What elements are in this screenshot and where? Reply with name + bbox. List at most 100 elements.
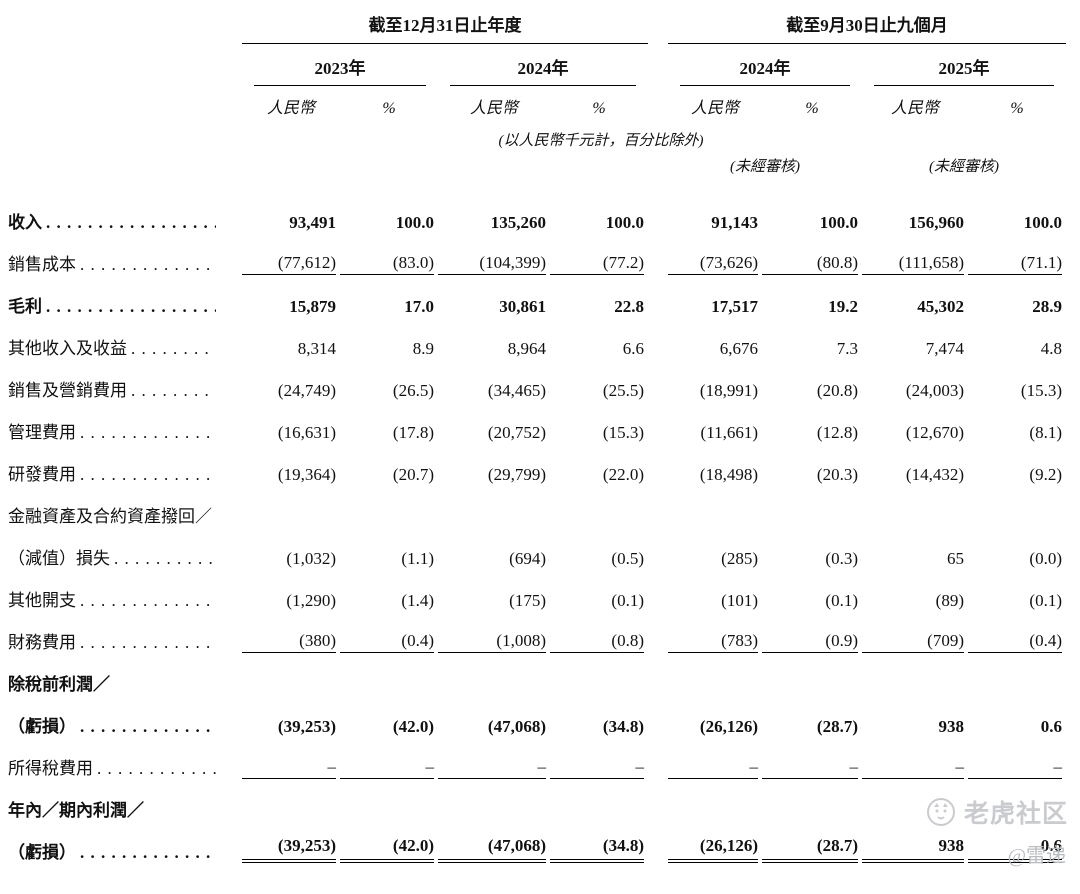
row-label-text: 所得稅費用 bbox=[8, 759, 93, 778]
cell-value bbox=[438, 494, 550, 536]
cell-value: (0.1) bbox=[825, 591, 858, 610]
column-gap bbox=[648, 284, 668, 326]
period-annual-label: 截至12月31日止年度 bbox=[242, 11, 648, 44]
table-row: 財務費用(380)(0.4)(1,008)(0.8)(783)(0.9)(709… bbox=[6, 620, 1066, 662]
table-row: （減值）損失 (1,032) (1.1) (694) (0.5) (285) (0.3) 65… bbox=[6, 536, 1066, 578]
table-row: 研發費用 (19,364) (20.7) (29,799) (22.0) (18,498)… bbox=[6, 452, 1066, 494]
percent-column-header: % bbox=[382, 100, 396, 117]
table-row: 除稅前利潤／ bbox=[6, 662, 1066, 704]
year-2024-label: 2024年 bbox=[450, 54, 636, 86]
cell-value: (0.4) bbox=[340, 620, 438, 662]
table-row: （虧損） (39,253) (42.0) (47,068) (34.8) (26,126)… bbox=[6, 704, 1066, 746]
cell-value bbox=[668, 788, 762, 830]
cell-value: (694) bbox=[509, 549, 546, 568]
column-gap bbox=[648, 704, 668, 746]
row-label: 研發費用 bbox=[6, 452, 242, 494]
cell-value: (0.1) bbox=[611, 591, 644, 610]
period-header-row: 截至12月31日止年度 截至9月30日止九個月 bbox=[6, 8, 1066, 44]
currency-column-header: 人民幣 bbox=[469, 100, 518, 117]
column-gap bbox=[648, 830, 668, 872]
column-gap bbox=[648, 788, 668, 830]
currency-column-header: 人民幣 bbox=[266, 100, 315, 117]
cell-value bbox=[968, 662, 1066, 704]
cell-value: – bbox=[762, 746, 862, 788]
cell-value: (39,253) bbox=[277, 717, 336, 736]
cell-value: (77,612) bbox=[242, 242, 340, 284]
cell-value: (29,799) bbox=[487, 465, 546, 484]
year-2025-label: 2025年 bbox=[874, 54, 1054, 86]
row-label-text: （虧損） bbox=[8, 843, 76, 862]
cell-value bbox=[762, 494, 862, 536]
row-label: 年內／期內利潤／ bbox=[6, 788, 242, 830]
percent-column-header: % bbox=[805, 100, 819, 117]
cell-value: (18,498) bbox=[699, 465, 758, 484]
row-label: 銷售成本 bbox=[6, 242, 242, 284]
dot-leader bbox=[80, 633, 216, 653]
cell-value: (111,658) bbox=[862, 242, 968, 284]
cell-value: (1.4) bbox=[401, 591, 434, 610]
row-label: 除稅前利潤／ bbox=[6, 662, 242, 704]
cell-value: – bbox=[550, 746, 648, 788]
cell-value bbox=[862, 494, 968, 536]
row-label-text: （減值）損失 bbox=[8, 549, 110, 568]
cell-value: 8,964 bbox=[507, 339, 546, 358]
cell-value: (101) bbox=[721, 591, 758, 610]
cell-value: 7,474 bbox=[925, 339, 964, 358]
cell-value: (11,661) bbox=[700, 423, 758, 442]
column-gap bbox=[648, 452, 668, 494]
cell-value: (20.3) bbox=[816, 465, 858, 484]
cell-value: (15.3) bbox=[602, 423, 644, 442]
cell-value: 135,260 bbox=[490, 213, 546, 232]
cell-value: 17,517 bbox=[711, 297, 758, 316]
cell-value: (73,626) bbox=[668, 242, 762, 284]
year-2023-label: 2023年 bbox=[254, 54, 426, 86]
watermark-handle: @雷递 bbox=[1007, 845, 1066, 867]
dot-leader bbox=[80, 255, 216, 275]
cell-value: (42.0) bbox=[340, 830, 438, 872]
cell-value: (71.1) bbox=[968, 242, 1066, 284]
watermark: 老虎社区 bbox=[926, 794, 1068, 830]
column-gap bbox=[648, 746, 668, 788]
cell-value: 0.6 bbox=[1040, 717, 1062, 736]
row-label-text: 收入 bbox=[8, 213, 42, 232]
column-gap bbox=[648, 494, 668, 536]
cell-value: 93,491 bbox=[289, 213, 336, 232]
cell-value: (8.1) bbox=[1029, 423, 1062, 442]
row-label: 毛利 bbox=[6, 284, 242, 326]
cell-value bbox=[340, 494, 438, 536]
cell-value: (1,008) bbox=[438, 620, 550, 662]
cell-value: 6,676 bbox=[719, 339, 758, 358]
cell-value bbox=[550, 494, 648, 536]
row-label-text: 管理費用 bbox=[8, 423, 76, 442]
row-label-text: （虧損） bbox=[8, 717, 76, 736]
cell-value: (0.1) bbox=[1029, 591, 1062, 610]
row-label: 所得稅費用 bbox=[6, 746, 242, 788]
cell-value: (15.3) bbox=[1020, 381, 1062, 400]
period-ninemonth-label: 截至9月30日止九個月 bbox=[668, 11, 1066, 44]
cell-value bbox=[550, 662, 648, 704]
row-label-text: 研發費用 bbox=[8, 465, 76, 484]
cell-value: (0.9) bbox=[762, 620, 862, 662]
table-body: 收入 93,491 100.0 135,260 100.0 91,143 100.0 156,… bbox=[6, 184, 1066, 872]
tiger-logo-icon bbox=[926, 798, 955, 826]
table-header: 截至12月31日止年度 截至9月30日止九個月 2023年 2024年 2024… bbox=[6, 8, 1066, 184]
cell-value: (0.0) bbox=[1029, 549, 1062, 568]
table-row: 毛利 15,879 17.0 30,861 22.8 17,517 19.2 45,302 28… bbox=[6, 284, 1066, 326]
cell-value: 7.3 bbox=[836, 339, 858, 358]
cell-value bbox=[242, 662, 340, 704]
row-label-text: 銷售成本 bbox=[8, 255, 76, 274]
cell-value: (783) bbox=[668, 620, 762, 662]
cell-value: (12,670) bbox=[905, 423, 964, 442]
column-gap bbox=[648, 536, 668, 578]
cell-value: (14,432) bbox=[905, 465, 964, 484]
cell-value: (26.5) bbox=[392, 381, 434, 400]
row-label-text: 其他收入及收益 bbox=[8, 339, 127, 358]
row-label: 收入 bbox=[6, 184, 242, 242]
cell-value bbox=[668, 494, 762, 536]
cell-value: 156,960 bbox=[908, 213, 964, 232]
cell-value bbox=[438, 788, 550, 830]
cell-value: 100.0 bbox=[1023, 213, 1062, 232]
dot-leader bbox=[131, 381, 216, 401]
cell-value: 65 bbox=[947, 549, 964, 568]
cell-value: (22.0) bbox=[602, 465, 644, 484]
